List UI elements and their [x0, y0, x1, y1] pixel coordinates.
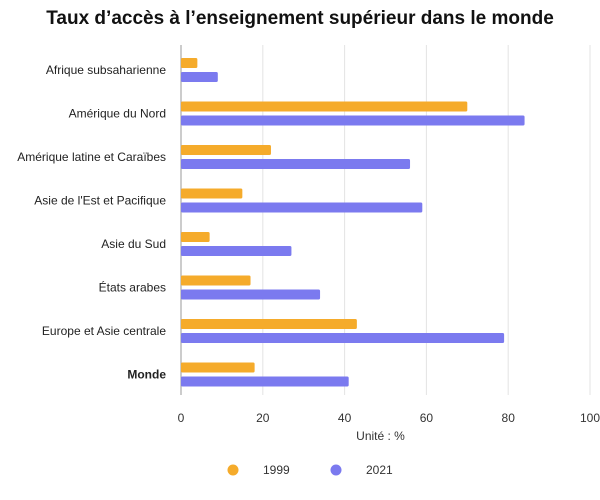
legend-label-1999: 1999 [263, 463, 290, 477]
x-tick-label-0: 0 [178, 411, 185, 425]
bar-2021-0 [181, 72, 218, 82]
bar-1999-5 [181, 275, 251, 286]
bar-1999-7 [181, 362, 255, 373]
legend-label-2021: 2021 [366, 463, 393, 477]
category-labels: Afrique subsaharienne Amérique du Nord Amé… [17, 63, 166, 382]
x-tick-label-40: 40 [338, 411, 352, 425]
bar-1999-0 [181, 58, 198, 68]
bar-1999-6 [181, 319, 357, 329]
category-label-3: Asie de l'Est et Pacifique [34, 194, 166, 208]
category-label-6: Europe et Asie centrale [42, 324, 166, 338]
x-tick-label-60: 60 [420, 411, 434, 425]
category-label-7: Monde [127, 368, 166, 382]
bar-2021-7 [181, 376, 349, 387]
bar-1999-3 [181, 188, 243, 199]
x-axis-title: Unité : % [356, 429, 405, 443]
bar-2021-3 [181, 202, 423, 213]
legend: 1999 2021 [227, 463, 393, 477]
chart-title: Taux d’accès à l’enseignement supérieur … [46, 8, 554, 29]
bars [181, 58, 525, 387]
bar-2021-5 [181, 289, 321, 300]
category-label-4: Asie du Sud [101, 237, 166, 251]
bar-1999-1 [181, 101, 468, 112]
legend-marker-2021 [330, 464, 342, 476]
bar-2021-2 [181, 159, 411, 169]
x-tick-label-80: 80 [502, 411, 516, 425]
bar-1999-4 [181, 232, 210, 242]
category-label-5: États arabes [99, 280, 166, 295]
x-tick-label-100: 100 [580, 411, 600, 425]
x-tick-label-20: 20 [256, 411, 270, 425]
bar-2021-1 [181, 115, 525, 126]
category-label-0: Afrique subsaharienne [46, 63, 166, 77]
bar-2021-6 [181, 333, 505, 343]
legend-marker-1999 [227, 464, 239, 476]
category-label-2: Amérique latine et Caraïbes [17, 150, 166, 164]
x-tick-labels: 0 20 40 60 80 100 [178, 411, 600, 425]
bar-2021-4 [181, 246, 292, 256]
bar-1999-2 [181, 145, 271, 155]
category-label-1: Amérique du Nord [69, 107, 166, 121]
